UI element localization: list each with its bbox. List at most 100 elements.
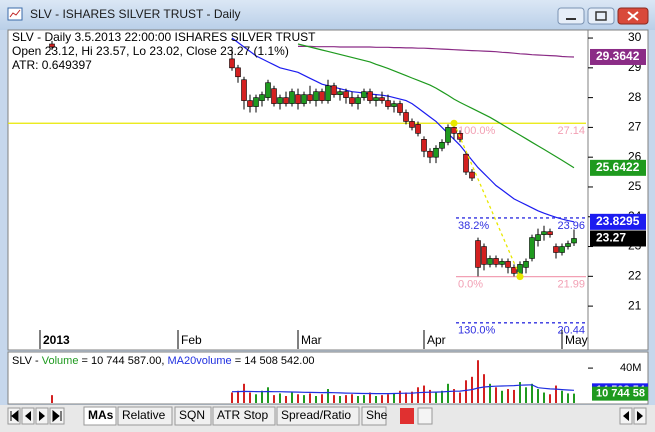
tab-label: SQN: [179, 408, 205, 422]
candle-body: [571, 238, 577, 244]
price-tag-label: 29.3642: [596, 49, 640, 63]
volume-bar: [567, 393, 569, 403]
tool-red[interactable]: [400, 408, 414, 424]
fib-value: 21.99: [557, 279, 585, 291]
volume-average: [231, 384, 575, 395]
candle-body: [541, 231, 547, 235]
fib-value: 23.96: [557, 220, 585, 232]
volume-bar: [453, 389, 455, 403]
volume-bar: [399, 390, 401, 403]
candle-body: [415, 124, 421, 134]
tab[interactable]: [83, 406, 117, 426]
tab[interactable]: [117, 406, 173, 426]
candle-body: [559, 246, 565, 253]
moving-average: [298, 45, 575, 58]
volume-bar: [369, 392, 371, 403]
candle-body: [469, 171, 475, 179]
volume-plot: [51, 360, 575, 403]
price-axis-panel: [587, 29, 649, 351]
minimize-button[interactable]: [557, 7, 585, 25]
volume-bar: [333, 395, 335, 403]
x-tick-label: Apr: [427, 333, 446, 347]
nav-last-glyph: [52, 409, 62, 423]
volume-bar: [339, 396, 341, 403]
candle-body: [565, 243, 571, 247]
volume-bar: [561, 390, 563, 403]
volume-bar: [501, 390, 503, 403]
tab[interactable]: [361, 406, 387, 426]
y-tick-label: 27: [628, 120, 642, 134]
candle-body: [439, 141, 445, 149]
volume-bar: [555, 385, 557, 403]
volume-bar: [231, 392, 233, 403]
tab[interactable]: [174, 406, 212, 426]
volume-bar: [405, 392, 407, 403]
price-tag: [590, 230, 646, 247]
fib-percent: 0.0%: [458, 279, 483, 291]
fib-value: 20.44: [557, 325, 585, 337]
volume-bar: [459, 392, 461, 403]
volume-bar: [393, 393, 395, 403]
info-line: ATR: 0.649397: [12, 58, 92, 72]
candle-body: [367, 91, 373, 101]
candle-body: [229, 58, 235, 69]
volume-bar: [351, 394, 353, 403]
tab[interactable]: [276, 406, 360, 426]
volume-legend-part: = 14 508 542.00: [232, 355, 315, 367]
price-tag: [590, 213, 646, 230]
app-icon-glyph: [9, 9, 21, 18]
x-tick-label: 2013: [43, 333, 70, 347]
candle-body: [337, 91, 343, 95]
candle-body: [523, 261, 529, 268]
maximize-button[interactable]: [587, 7, 615, 25]
volume-bar: [387, 394, 389, 403]
fib-percent: 100.0%: [458, 125, 496, 137]
volume-bar: [483, 374, 485, 403]
candle-body: [361, 91, 367, 98]
volume-bar: [513, 389, 515, 403]
volume-bar: [327, 389, 329, 403]
volume-bar: [357, 396, 359, 403]
volume-bar: [261, 390, 263, 403]
candle-body: [313, 91, 319, 101]
tool-sort[interactable]: [417, 407, 433, 425]
candle-body: [529, 237, 535, 259]
tab-label: She: [366, 408, 388, 422]
volume-bar: [291, 392, 293, 403]
candle-body: [397, 103, 403, 113]
candle-body: [319, 91, 325, 101]
volume-legend: SLV - Volume = 10 744 587.00, MA20volume…: [12, 355, 315, 367]
candle-body: [343, 91, 349, 98]
volume-bar: [237, 390, 239, 403]
price-plot: 100.0% 27.14 38.2% 23.96 0.0% 21.99 130.0% 20.4…: [8, 37, 586, 337]
candle-body: [235, 67, 241, 78]
candle-body: [511, 267, 517, 274]
volume-bar: [477, 360, 479, 403]
candle-body: [373, 97, 379, 101]
candle-body: [277, 97, 283, 104]
tab-label: Spread/Ratio: [281, 408, 351, 422]
volume-bar: [495, 387, 497, 403]
volume-bar: [417, 387, 419, 403]
candle-body: [535, 234, 541, 241]
candle-body: [481, 246, 487, 265]
tab[interactable]: [212, 406, 276, 426]
nav-prev-glyph: [25, 411, 31, 421]
candle-body: [349, 97, 355, 104]
candle-body: [391, 103, 397, 107]
scroll-right-glyph: [637, 411, 643, 421]
volume-bar: [519, 382, 521, 403]
candle-body: [271, 88, 277, 104]
maximize-glyph: [595, 11, 607, 21]
volume-bar: [267, 387, 269, 403]
candle-body: [547, 231, 553, 235]
candle-body: [427, 150, 433, 158]
info-line: Open 23.12, Hi 23.57, Lo 23.02, Close 23…: [12, 44, 289, 58]
volume-legend-part: Volume: [42, 355, 79, 367]
volume-bar: [255, 394, 257, 403]
candle-body: [403, 112, 409, 122]
volume-bar: [243, 383, 245, 403]
volume-bar: [381, 395, 383, 403]
nav-first-glyph: [10, 409, 19, 423]
